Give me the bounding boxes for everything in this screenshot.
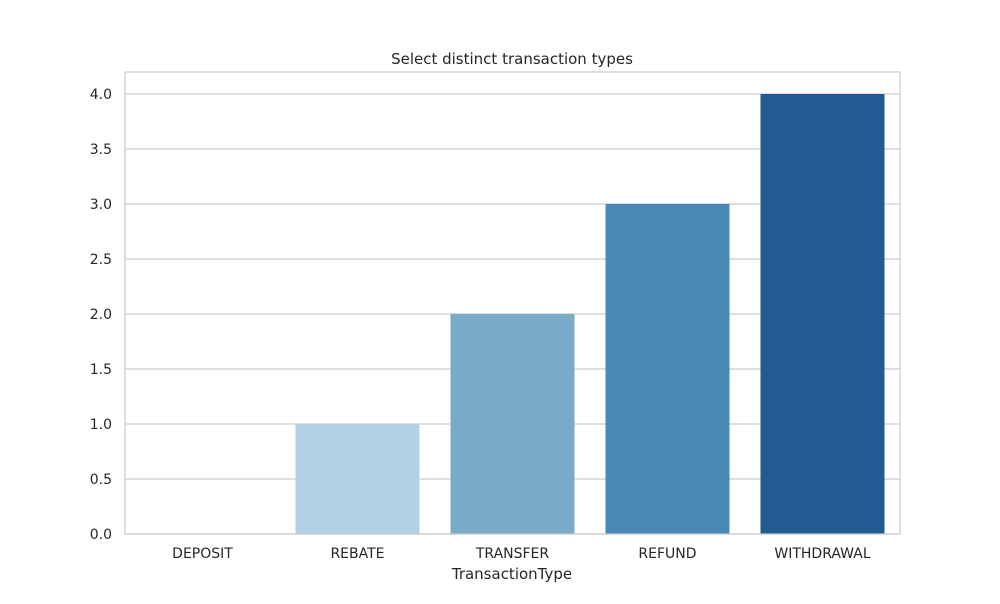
x-tick-label: REBATE: [330, 546, 384, 562]
x-axis-label: TransactionType: [451, 565, 572, 583]
y-tick-label: 0.0: [90, 527, 112, 543]
x-tick-label: TRANSFER: [475, 546, 550, 562]
y-tick-label: 2.5: [90, 252, 112, 268]
y-tick-label: 1.0: [90, 417, 112, 433]
y-tick-label: 3.5: [90, 142, 112, 158]
x-tick-label: WITHDRAWAL: [774, 546, 870, 562]
bar-transfer: [450, 314, 575, 534]
x-tick-label: DEPOSIT: [172, 546, 233, 562]
y-tick-label: 0.5: [90, 472, 112, 488]
y-tick-label: 2.0: [90, 307, 112, 323]
plot-frame: [124, 71, 901, 535]
bar-rebate: [295, 424, 420, 534]
y-tick-label: 1.5: [90, 362, 112, 378]
y-tick-label: 4.0: [90, 87, 112, 103]
bar-layer: [295, 94, 885, 534]
x-tick-labels: DEPOSIT REBATE TRANSFER REFUND WITHDRAWAL: [172, 546, 871, 562]
y-tick-labels: 0.0 0.5 1.0 1.5 2.0 2.5 3.0 3.5 4.0: [90, 87, 112, 543]
bar-refund: [605, 204, 730, 534]
x-tick-label: REFUND: [638, 546, 696, 562]
chart-title: Select distinct transaction types: [391, 50, 633, 68]
y-tick-label: 3.0: [90, 197, 112, 213]
bar-withdrawal: [760, 94, 885, 534]
